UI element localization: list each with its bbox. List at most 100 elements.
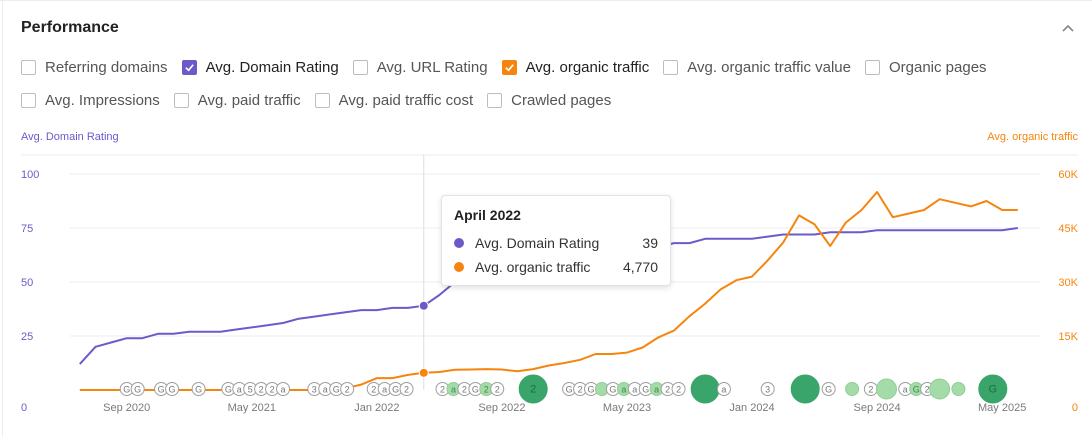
annotation-label: G [989,384,998,396]
annotation-label: G [588,385,595,395]
annotation-marker [276,382,291,396]
annotation-label: 2 [676,385,681,395]
annotation-label: a [632,385,637,395]
annotation-label: 2 [345,385,350,395]
annotation-label: a [237,385,242,395]
checkbox-avg-impressions[interactable]: Avg. Impressions [21,92,160,109]
panel-top-divider [0,0,1092,1]
annotation-marker [690,374,720,404]
annotation-label: G [123,385,130,395]
tooltip-row-domain-rating: Avg. Domain Rating 39 [454,231,658,255]
checkbox-avg-organic-traffic-value[interactable]: Avg. organic traffic value [663,59,851,76]
right-tick-label: 0 [1072,402,1078,414]
tooltip-row-organic-traffic: Avg. organic traffic 4,770 [454,255,658,279]
annotation-label: G [333,385,340,395]
annotation-marker [951,382,966,396]
annotation-label: G [225,385,232,395]
x-tick-label: May 2021 [228,402,276,414]
right-tick-label: 15K [1058,331,1078,343]
checkbox-avg-organic-traffic[interactable]: Avg. organic traffic [501,59,650,76]
annotation-label: 3 [312,385,317,395]
collapse-button[interactable] [1058,18,1078,38]
x-tick-label: Sep 2024 [854,402,901,414]
annotation-marker [716,382,731,396]
checkbox-label: Avg. organic traffic [525,59,650,76]
checkbox-empty-icon[interactable] [314,93,330,108]
checkbox-avg-paid-traffic-cost[interactable]: Avg. paid traffic cost [314,92,474,109]
annotation-label: a [382,385,387,395]
left-tick-label: 0 [21,402,27,414]
checkbox-organic-pages[interactable]: Organic pages [864,59,987,76]
right-tick-label: 45K [1058,223,1078,235]
annotation-label: 2 [868,385,873,395]
annotation-label: a [903,385,908,395]
annotation-marker [399,382,414,396]
organic-traffic-hover-point [418,367,429,378]
annotation-marker [130,382,145,396]
annotation-label: G [913,385,920,395]
annotation-label: 2 [440,385,445,395]
annotation-marker [978,374,1008,404]
checkbox-label: Avg. Impressions [45,92,160,109]
annotation-label: G [169,385,176,395]
annotation-marker [340,382,355,396]
checkbox-crawled-pages[interactable]: Crawled pages [487,92,611,109]
annotation-label: 2 [578,385,583,395]
domain-rating-hover-point [418,300,429,311]
checkbox-label: Avg. paid traffic cost [338,92,474,109]
checkbox-empty-icon[interactable] [21,60,36,75]
annotation-marker [875,378,897,400]
checkbox-avg-url-rating[interactable]: Avg. URL Rating [352,59,488,76]
checkbox-empty-icon[interactable] [864,60,880,75]
tooltip-metric-name: Avg. Domain Rating [475,235,600,251]
left-tick-label: 25 [21,331,33,343]
left-tick-label: 100 [21,169,39,181]
annotation-label: 5 [248,385,253,395]
checkbox-referring-domains[interactable]: Referring domains [21,59,168,76]
checkbox-empty-icon[interactable] [663,60,679,75]
annotation-label: G [566,385,573,395]
tooltip-metric-name: Avg. organic traffic [475,259,591,275]
checkbox-avg-paid-traffic[interactable]: Avg. paid traffic [173,92,301,109]
checkbox-checked-icon[interactable] [501,60,517,75]
organic-traffic-dot-icon [454,262,464,272]
annotation-marker [518,374,548,404]
annotation-marker [165,382,180,396]
x-tick-label: Jan 2022 [354,402,399,414]
annotation-marker [490,382,505,396]
annotation-label: G [134,385,141,395]
checkbox-label: Avg. URL Rating [376,59,488,76]
checkbox-label: Avg. paid traffic [197,92,301,109]
annotation-label: 2 [925,385,930,395]
checkbox-empty-icon[interactable] [21,93,36,108]
annotation-label: G [472,385,479,395]
annotation-marker [845,382,860,396]
tooltip-title: April 2022 [454,207,521,223]
x-tick-label: Sep 2020 [103,402,150,414]
metric-checkbox-row-2: Avg. Impressions Avg. paid traffic Avg. pa… [21,92,625,109]
annotation-marker [671,382,686,396]
left-tick-label: 75 [21,223,33,235]
annotation-label: 2 [495,385,500,395]
metric-checkbox-row-1: Referring domains Avg. Domain Rating Avg. … [21,59,1001,76]
right-tick-label: 30K [1058,277,1078,289]
checkbox-label: Avg. organic traffic value [687,59,851,76]
annotation-label: 2 [371,385,376,395]
checkbox-avg-domain-rating[interactable]: Avg. Domain Rating [181,59,339,76]
checkbox-checked-icon[interactable] [181,60,197,75]
x-tick-label: May 2025 [978,402,1026,414]
annotation-label: G [825,385,832,395]
checkbox-empty-icon[interactable] [173,93,189,108]
checkbox-empty-icon[interactable] [487,93,503,108]
annotation-label: 2 [270,385,275,395]
annotation-marker [191,382,206,396]
x-tick-label: May 2023 [603,402,651,414]
annotation-marker [760,382,775,396]
tooltip-metric-value: 39 [642,235,658,251]
chart-tooltip: April 2022 Avg. Domain Rating 39 Avg. or… [441,195,671,286]
checkbox-empty-icon[interactable] [352,60,368,75]
tooltip-metric-value: 4,770 [622,259,658,275]
annotation-label: 2 [259,385,264,395]
